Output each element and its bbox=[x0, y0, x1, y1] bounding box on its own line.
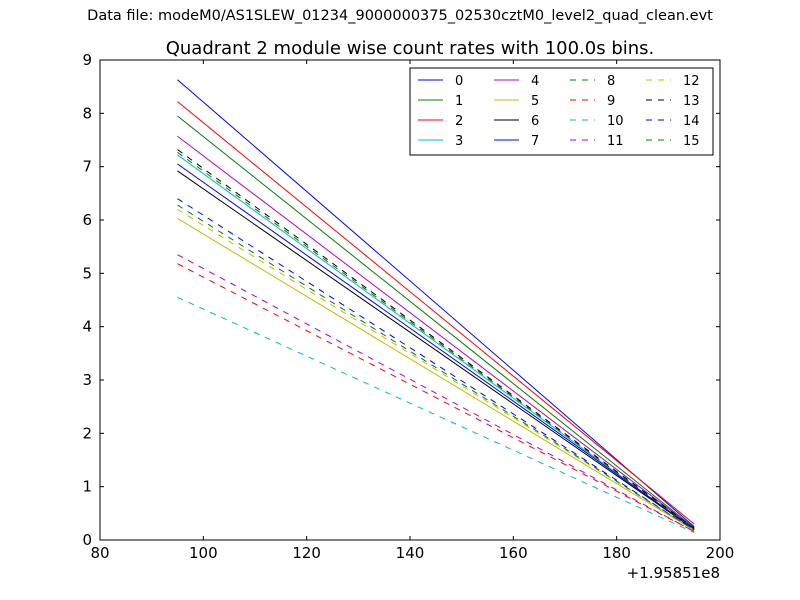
x-tick-label: 140 bbox=[396, 544, 425, 562]
y-tick-label: 1 bbox=[82, 478, 92, 496]
legend-label-3: 3 bbox=[455, 134, 463, 149]
y-tick-label: 5 bbox=[82, 264, 92, 282]
series-line-10 bbox=[177, 296, 695, 533]
legend-box bbox=[409, 67, 714, 156]
y-tick-label: 6 bbox=[82, 211, 92, 229]
y-tick-label: 0 bbox=[82, 531, 92, 549]
series-line-9 bbox=[177, 263, 695, 532]
x-tick-label: 80 bbox=[90, 544, 109, 562]
series-line-0 bbox=[177, 79, 695, 528]
axes-frame bbox=[99, 59, 721, 541]
series-line-1 bbox=[177, 115, 695, 529]
legend-label-4: 4 bbox=[531, 74, 539, 89]
series-line-3 bbox=[177, 154, 695, 530]
y-tick-label: 2 bbox=[82, 424, 92, 442]
legend-label-0: 0 bbox=[455, 74, 463, 89]
legend-label-12: 12 bbox=[683, 74, 700, 89]
series-line-14 bbox=[177, 198, 695, 531]
y-tick-label: 4 bbox=[82, 318, 92, 336]
x-tick-label: 160 bbox=[499, 544, 528, 562]
series-line-5 bbox=[177, 217, 695, 531]
x-tick-label: 180 bbox=[602, 544, 631, 562]
series-line-8 bbox=[177, 151, 695, 530]
legend-label-14: 14 bbox=[683, 114, 700, 129]
series-line-7 bbox=[177, 163, 695, 530]
series-line-11 bbox=[177, 254, 695, 532]
series-line-15 bbox=[177, 204, 695, 531]
legend-label-7: 7 bbox=[531, 134, 539, 149]
legend-label-8: 8 bbox=[607, 74, 615, 89]
series-line-13 bbox=[177, 149, 695, 529]
series-line-12 bbox=[177, 208, 695, 531]
x-tick-label: 120 bbox=[292, 544, 321, 562]
legend-label-6: 6 bbox=[531, 114, 539, 129]
x-tick-label: 100 bbox=[189, 544, 218, 562]
legend-label-11: 11 bbox=[607, 134, 624, 149]
series-line-2 bbox=[177, 101, 695, 525]
y-tick-label: 7 bbox=[82, 158, 92, 176]
legend-label-15: 15 bbox=[683, 134, 700, 149]
legend-label-2: 2 bbox=[455, 114, 463, 129]
plot-lines bbox=[177, 79, 695, 533]
legend-label-1: 1 bbox=[455, 94, 463, 109]
y-tick-label: 8 bbox=[82, 104, 92, 122]
y-tick-label: 3 bbox=[82, 371, 92, 389]
legend-label-10: 10 bbox=[607, 114, 624, 129]
series-line-4 bbox=[177, 135, 695, 529]
legend-label-9: 9 bbox=[607, 94, 615, 109]
x-tick-label: 200 bbox=[706, 544, 735, 562]
legend-label-13: 13 bbox=[683, 94, 700, 109]
chart-title: Quadrant 2 module wise count rates with … bbox=[166, 38, 655, 59]
x-offset-label: +1.95851e8 bbox=[627, 564, 720, 582]
series-line-6 bbox=[177, 170, 695, 530]
legend-label-5: 5 bbox=[531, 94, 539, 109]
y-tick-label: 9 bbox=[82, 51, 92, 69]
data-file-suptitle: Data file: modeM0/AS1SLEW_01234_90000003… bbox=[87, 8, 713, 24]
